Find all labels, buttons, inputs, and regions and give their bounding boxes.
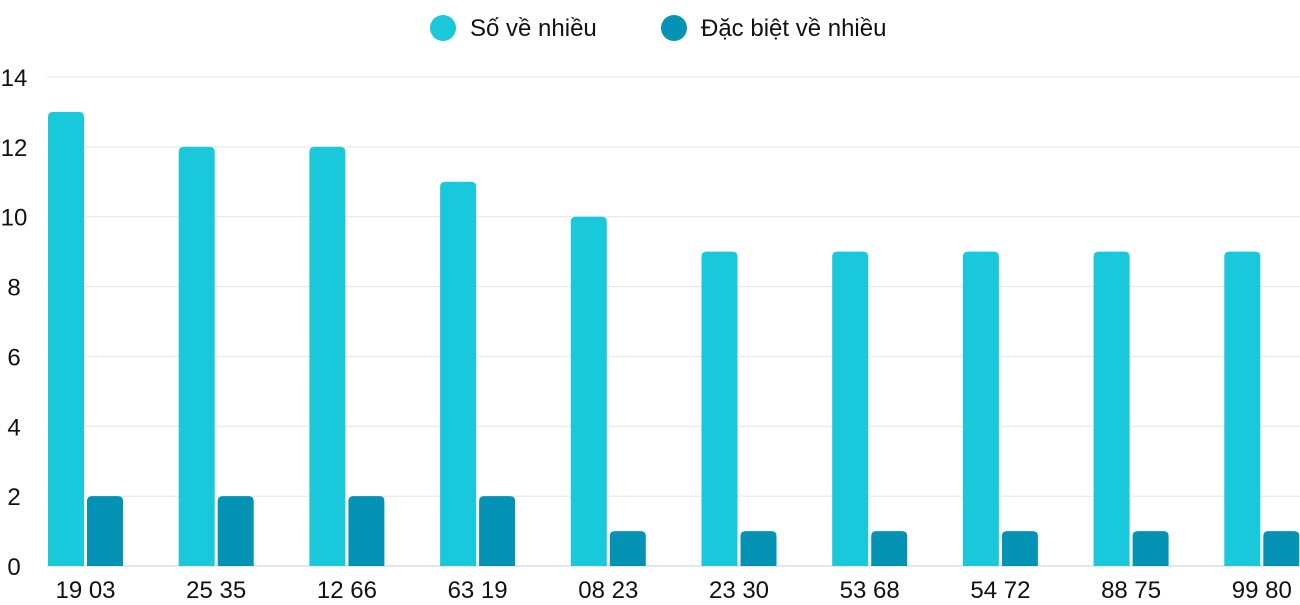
y-tick-label: 6 [7,344,20,371]
bar-so-ve-nhieu [309,146,346,566]
legend-marker [430,15,456,41]
y-tick-label: 0 [7,554,20,581]
bars [48,111,1300,567]
bar-so-ve-nhieu [570,216,607,566]
bar-dac-biet-ve-nhieu [1263,531,1300,566]
y-tick-label: 8 [7,275,20,302]
bar-so-ve-nhieu [832,251,869,566]
legend-marker [661,15,687,41]
x-tick-label: 12 66 [317,577,377,600]
y-tick-label: 2 [7,484,20,511]
x-tick-label: 08 23 [578,577,638,600]
bar-so-ve-nhieu [178,146,215,566]
bar-so-ve-nhieu [1093,251,1130,566]
bar-dac-biet-ve-nhieu [609,531,646,566]
x-tick-label: 25 35 [186,577,246,600]
x-tick-label: 63 19 [448,577,508,600]
x-tick-label: 99 80 [1232,577,1292,600]
bar-dac-biet-ve-nhieu [479,496,516,566]
y-tick-label: 14 [1,65,28,92]
x-tick-label: 53 68 [840,577,900,600]
x-tick-label: 54 72 [970,577,1030,600]
y-tick-label: 10 [1,205,28,232]
bar-so-ve-nhieu [1224,251,1261,566]
x-tick-label: 19 03 [55,577,115,600]
bar-dac-biet-ve-nhieu [871,531,908,566]
bar-so-ve-nhieu [48,111,84,566]
bar-dac-biet-ve-nhieu [1132,531,1169,566]
gridlines [47,76,1300,567]
bar-dac-biet-ve-nhieu [348,496,385,566]
y-axis: 0 2 4 6 8 10 12 14 [1,65,28,581]
legend: Số về nhiều Đặc biệt về nhiều [430,15,886,42]
y-tick-label: 12 [1,135,28,162]
bar-so-ve-nhieu [962,251,999,566]
legend-label: Đặc biệt về nhiều [701,15,886,42]
bar-dac-biet-ve-nhieu [740,531,777,566]
bar-dac-biet-ve-nhieu [217,496,254,566]
bar-so-ve-nhieu [701,251,738,566]
y-tick-label: 4 [7,414,20,441]
x-tick-label: 23 30 [709,577,769,600]
bar-dac-biet-ve-nhieu [1001,531,1038,566]
x-tick-label: 88 75 [1101,577,1161,600]
x-axis: 19 03 25 35 12 66 63 19 08 23 23 30 53 68 54 72… [55,577,1292,604]
legend-label: Số về nhiều [470,15,597,42]
bar-dac-biet-ve-nhieu [87,496,123,566]
bar-so-ve-nhieu [440,181,477,567]
